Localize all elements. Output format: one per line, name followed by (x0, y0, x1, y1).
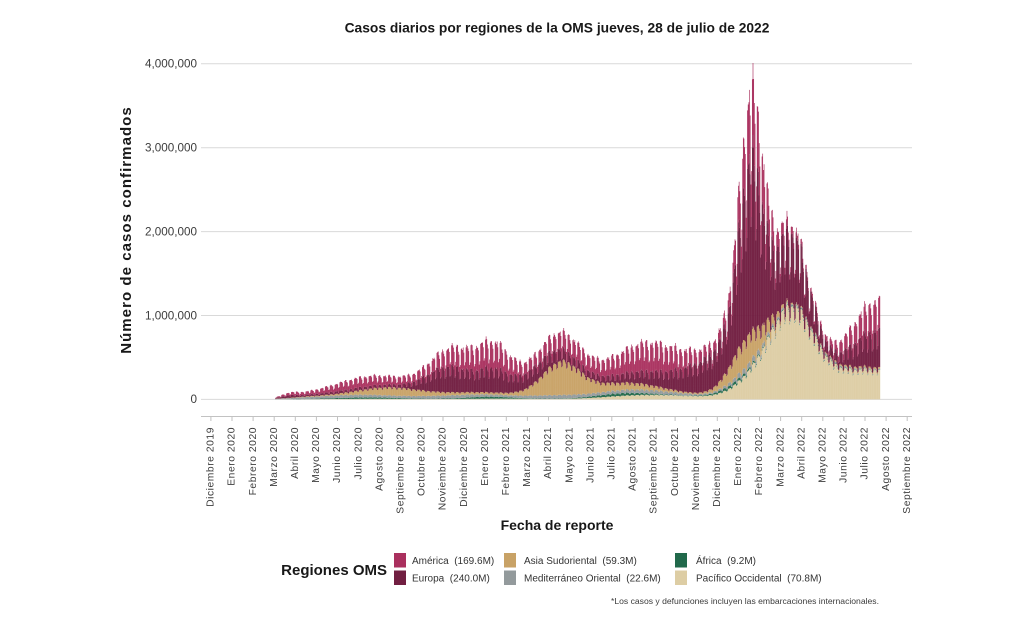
svg-text:Pacífico Occidental (70.8M): Pacífico Occidental (70.8M) (696, 574, 822, 585)
svg-text:Agosto 2021: Agosto 2021 (628, 427, 639, 491)
svg-text:Junio 2021: Junio 2021 (585, 427, 596, 483)
svg-text:Febrero 2021: Febrero 2021 (501, 427, 512, 495)
svg-text:Enero 2022: Enero 2022 (733, 427, 744, 486)
svg-text:Junio 2022: Junio 2022 (839, 427, 850, 483)
svg-text:2,000,000: 2,000,000 (145, 225, 197, 238)
svg-text:Septiembre 2020: Septiembre 2020 (396, 427, 407, 514)
svg-text:Septiembre 2021: Septiembre 2021 (649, 427, 660, 514)
svg-text:Noviembre 2021: Noviembre 2021 (691, 427, 702, 510)
svg-text:Octubre 2021: Octubre 2021 (670, 427, 681, 496)
svg-text:Mayo 2022: Mayo 2022 (818, 427, 829, 483)
svg-text:Diciembre 2020: Diciembre 2020 (459, 427, 470, 507)
svg-text:1,000,000: 1,000,000 (145, 309, 197, 322)
svg-text:Abril 2021: Abril 2021 (543, 427, 554, 479)
svg-text:África (9.2M): África (9.2M) (696, 554, 756, 567)
svg-text:Mayo 2021: Mayo 2021 (564, 427, 575, 483)
svg-text:Asia Sudoriental (59.3M): Asia Sudoriental (59.3M) (524, 556, 637, 567)
svg-text:Mayo 2020: Mayo 2020 (311, 427, 322, 483)
svg-text:Julio 2020: Julio 2020 (353, 427, 364, 479)
svg-text:Febrero 2020: Febrero 2020 (248, 427, 259, 495)
svg-text:Diciembre 2019: Diciembre 2019 (206, 427, 217, 507)
svg-text:Junio 2020: Junio 2020 (332, 427, 343, 483)
svg-text:Fecha de reporte: Fecha de reporte (501, 517, 614, 533)
svg-text:Julio 2022: Julio 2022 (860, 427, 871, 479)
svg-text:Marzo 2020: Marzo 2020 (269, 427, 280, 487)
svg-text:Agosto 2022: Agosto 2022 (881, 427, 892, 491)
svg-text:América (169.6M): América (169.6M) (412, 556, 494, 567)
svg-text:Marzo 2021: Marzo 2021 (522, 427, 533, 487)
svg-text:Enero 2020: Enero 2020 (227, 427, 238, 486)
svg-text:Regiones OMS: Regiones OMS (281, 562, 387, 579)
svg-text:Diciembre 2021: Diciembre 2021 (712, 427, 723, 507)
svg-text:Número de casos confirmados: Número de casos confirmados (118, 106, 135, 354)
svg-text:0: 0 (190, 393, 197, 406)
svg-text:Enero 2021: Enero 2021 (480, 427, 491, 486)
svg-text:Agosto 2020: Agosto 2020 (374, 427, 385, 491)
svg-text:Septiembre 2022: Septiembre 2022 (902, 427, 913, 514)
svg-text:4,000,000: 4,000,000 (145, 58, 197, 71)
svg-text:Abril 2022: Abril 2022 (796, 427, 807, 479)
svg-text:Casos diarios por regiones de: Casos diarios por regiones de la OMS jue… (345, 21, 770, 36)
svg-text:3,000,000: 3,000,000 (145, 142, 197, 155)
svg-text:Noviembre 2020: Noviembre 2020 (438, 427, 449, 510)
svg-text:Febrero 2022: Febrero 2022 (754, 427, 765, 495)
svg-text:Octubre 2020: Octubre 2020 (417, 427, 428, 496)
svg-text:*Los casos y defunciones inclu: *Los casos y defunciones incluyen las em… (611, 596, 879, 606)
svg-text:Julio 2021: Julio 2021 (607, 427, 618, 479)
svg-text:Europa (240.0M): Europa (240.0M) (412, 574, 490, 585)
svg-text:Abril 2020: Abril 2020 (290, 427, 301, 479)
svg-text:Mediterráneo Oriental (22.6M): Mediterráneo Oriental (22.6M) (524, 574, 661, 585)
svg-text:Marzo 2022: Marzo 2022 (775, 427, 786, 487)
